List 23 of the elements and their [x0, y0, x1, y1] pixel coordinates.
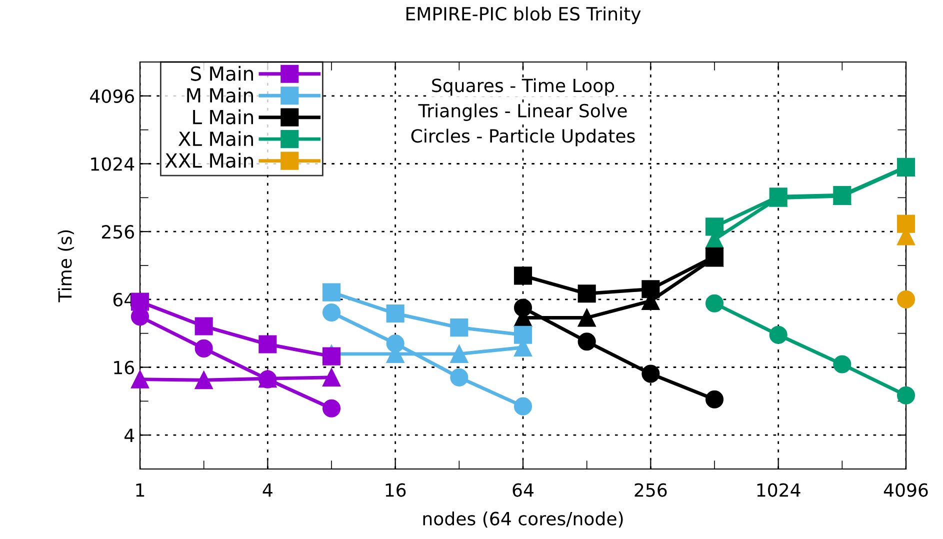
chart-title: EMPIRE-PIC blob ES Trinity: [406, 6, 641, 24]
y-tick-label: 256: [102, 225, 134, 239]
y-tick-label: 4096: [90, 89, 134, 104]
x-tick-label: 4096: [884, 483, 928, 497]
x-tick-label: 256: [634, 483, 667, 497]
annotation: Circles - Particle Updates: [411, 128, 635, 146]
annotation: Squares - Time Loop: [432, 78, 614, 96]
y-tick-label: 1024: [91, 157, 134, 171]
x-tick-label: 64: [512, 483, 534, 497]
legend-label: M Main: [187, 88, 253, 103]
y-axis-title: Time (s): [58, 230, 74, 302]
annotation: Triangles - Linear Solve: [418, 104, 627, 121]
x-tick-label: 4: [262, 483, 272, 497]
legend-label: XXL Main: [165, 152, 253, 168]
x-tick-label: 1024: [757, 483, 800, 497]
y-tick-label: 16: [114, 360, 134, 374]
x-axis-title: nodes (64 cores/node): [423, 511, 623, 528]
x-tick-label: 16: [386, 483, 406, 497]
y-tick-label: 4: [124, 428, 134, 442]
legend-label: XL Main: [178, 131, 253, 146]
legend-label: S Main: [190, 66, 253, 81]
x-tick-label: 1: [136, 483, 144, 497]
legend-label: L Main: [193, 109, 253, 124]
